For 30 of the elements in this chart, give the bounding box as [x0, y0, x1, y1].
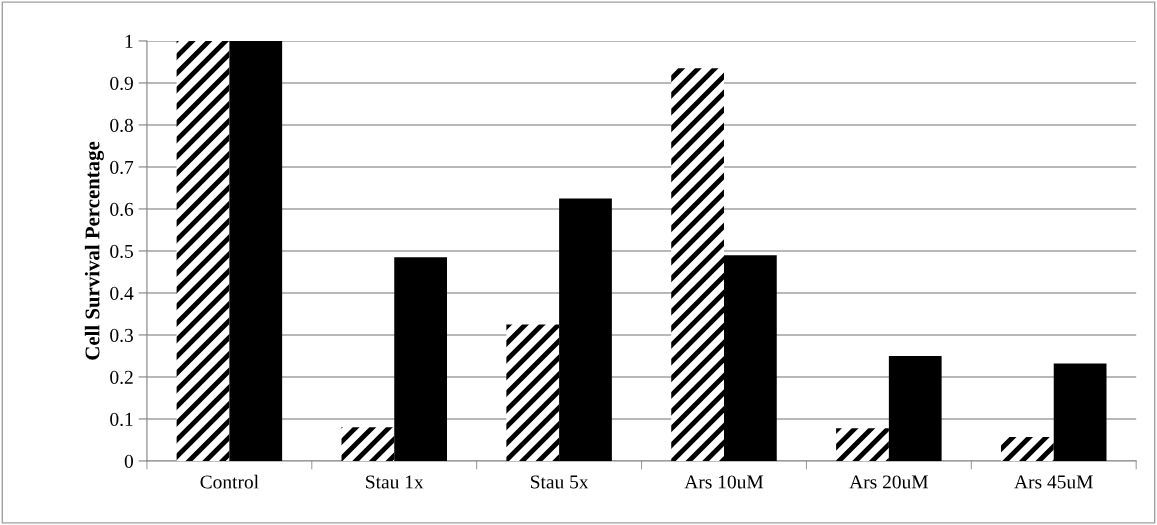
x-tick-label: Ars 10uM [684, 475, 764, 489]
y-tick-label: 1 [125, 34, 133, 48]
bar [723, 255, 777, 461]
bar [836, 428, 889, 461]
bar [394, 257, 448, 461]
bar [1053, 363, 1107, 461]
bar [888, 355, 942, 461]
x-tick-label: Stau 1x [366, 475, 424, 489]
y-tick-label: 0.5 [110, 244, 133, 258]
y-tick-label: 0.8 [110, 118, 133, 132]
y-tick-label: 0.6 [110, 202, 134, 216]
bar [341, 427, 395, 461]
y-tick-label: 0 [124, 454, 133, 468]
y-axis-title: Cell Survival Percentage [84, 141, 104, 360]
bar [1000, 437, 1054, 461]
y-tick-label: 0.1 [110, 412, 133, 426]
bar [176, 40, 230, 461]
y-tick-label: 0.9 [110, 76, 133, 90]
x-tick-label: Stau 5x [530, 475, 589, 489]
bar [506, 324, 560, 461]
y-tick-label: 0.3 [110, 328, 133, 342]
x-tick-label: Ars 20uM [849, 475, 928, 489]
y-tick-label: 0.2 [110, 370, 133, 384]
y-tick-label: 0.7 [110, 160, 134, 174]
bar [559, 198, 612, 461]
bar [671, 68, 724, 461]
y-tick-label: 0.4 [110, 286, 134, 300]
x-tick-label: Ars 45uM [1014, 475, 1093, 489]
bar [229, 40, 283, 461]
x-tick-label: Control [200, 474, 259, 489]
